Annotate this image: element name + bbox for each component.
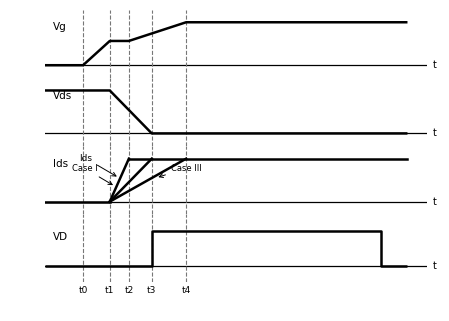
Text: t: t — [432, 197, 436, 207]
Text: Ids: Ids — [79, 154, 116, 176]
Text: t3: t3 — [147, 286, 156, 295]
Text: t: t — [432, 261, 436, 271]
Text: VD: VD — [53, 232, 68, 242]
Text: t0: t0 — [79, 286, 88, 295]
Text: t4: t4 — [181, 286, 191, 295]
Text: Vds: Vds — [53, 91, 72, 100]
Text: Case I: Case I — [71, 164, 112, 185]
Text: Case III: Case III — [159, 164, 202, 178]
Text: t2: t2 — [124, 286, 133, 295]
Text: t: t — [432, 128, 436, 138]
Text: Vg: Vg — [53, 22, 66, 32]
Text: t: t — [432, 60, 436, 70]
Text: Ids: Ids — [53, 159, 68, 169]
Text: t1: t1 — [105, 286, 114, 295]
